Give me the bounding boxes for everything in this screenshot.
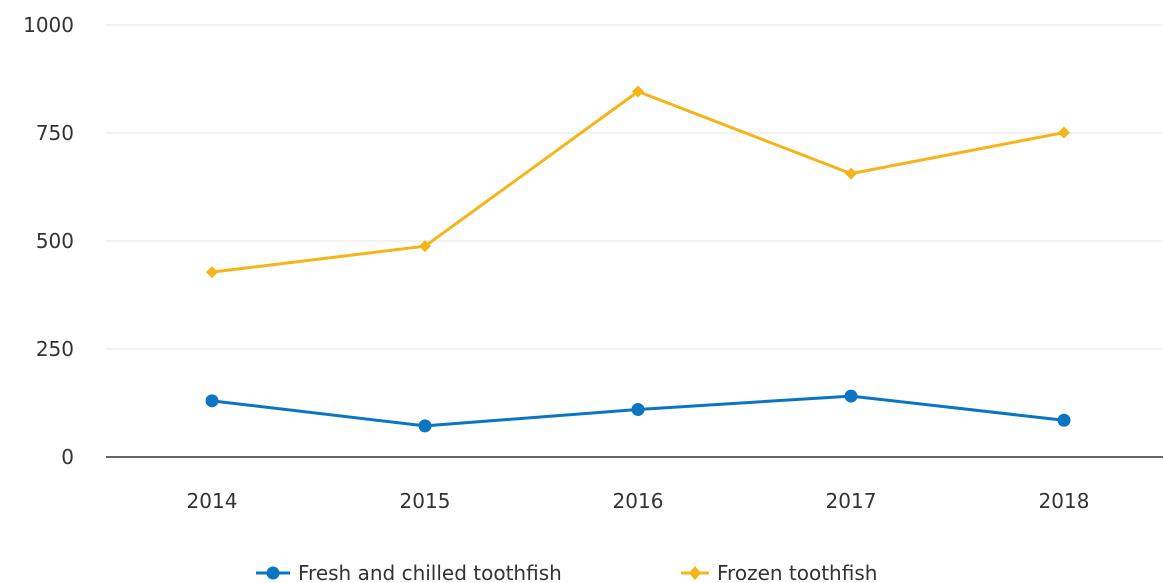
- legend-marker-fresh: [266, 566, 280, 580]
- data-point[interactable]: [632, 85, 644, 98]
- data-point[interactable]: [1057, 413, 1071, 427]
- legend-item-fresh[interactable]: Fresh and chilled toothfish: [256, 561, 562, 583]
- legend: Fresh and chilled toothfish Frozen tooth…: [256, 561, 877, 583]
- data-point[interactable]: [631, 402, 645, 416]
- x-tick-label: 2015: [400, 489, 451, 513]
- data-point[interactable]: [844, 389, 858, 403]
- y-tick-label: 500: [36, 229, 74, 253]
- legend-marker-frozen: [689, 566, 701, 580]
- x-tick-label: 2017: [826, 489, 877, 513]
- y-tick-label: 250: [36, 337, 74, 361]
- data-point[interactable]: [1058, 126, 1070, 139]
- legend-label-frozen: Frozen toothfish: [717, 561, 877, 583]
- x-tick-label: 2014: [187, 489, 238, 513]
- x-tick-label: 2018: [1039, 489, 1090, 513]
- data-point[interactable]: [419, 240, 431, 253]
- y-tick-label: 1000: [23, 13, 74, 37]
- y-tick-label: 0: [61, 445, 74, 469]
- series-group: [205, 85, 1071, 433]
- y-tick-label: 750: [36, 121, 74, 145]
- legend-label-fresh: Fresh and chilled toothfish: [298, 561, 562, 583]
- data-point[interactable]: [206, 266, 218, 279]
- y-axis-ticks: 0 250 500 750 1000: [23, 13, 74, 469]
- data-point[interactable]: [418, 419, 432, 433]
- grid-lines: [106, 24, 1163, 350]
- data-point[interactable]: [205, 394, 219, 408]
- legend-item-frozen[interactable]: Frozen toothfish: [681, 561, 877, 583]
- series-line-1: [211, 90, 1065, 274]
- x-axis-ticks: 2014 2015 2016 2017 2018: [187, 489, 1090, 513]
- data-point[interactable]: [845, 167, 857, 180]
- x-tick-label: 2016: [613, 489, 664, 513]
